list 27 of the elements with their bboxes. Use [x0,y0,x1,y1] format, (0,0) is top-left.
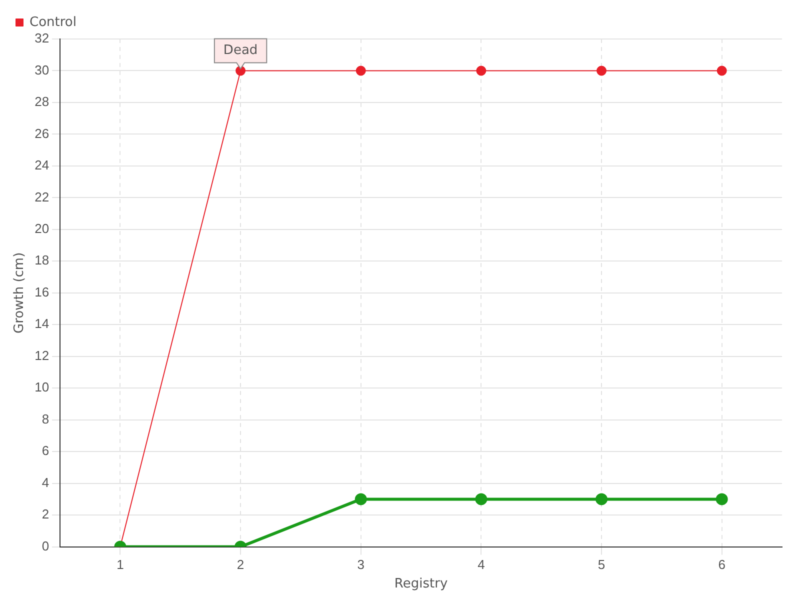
legend-label: Control [30,14,76,30]
x-tick-label: 3 [357,557,364,572]
y-tick-label: 16 [34,284,50,300]
y-tick-label: 26 [34,126,50,141]
y-tick-label: 2 [42,506,50,522]
x-axis-title: Registry [394,576,448,592]
y-tick-label: 22 [34,189,50,204]
y-tick-label: 32 [34,30,50,46]
y-tick-label: 8 [42,411,50,426]
y-tick-label: 14 [34,316,50,332]
x-tick-label: 1 [116,557,124,572]
y-tick-label: 18 [34,252,50,268]
y-tick-label: 6 [42,443,50,458]
x-tick-label: 4 [478,557,485,572]
x-tick-label: 6 [718,557,726,572]
y-tick-label: 12 [34,348,50,363]
y-axis-title: Growth (cm) [12,252,28,334]
y-tick-label: 30 [34,62,50,78]
y-tick-label: 0 [42,538,50,554]
annotation: Dead [223,43,258,58]
y-tick-label: 10 [34,380,50,395]
x-tick-label: 5 [598,557,606,572]
y-tick-label: 24 [34,158,50,173]
y-tick-label: 28 [34,94,50,110]
y-tick-label: 20 [34,221,50,236]
y-tick-label: 4 [42,474,50,490]
x-tick-label: 2 [236,557,244,572]
